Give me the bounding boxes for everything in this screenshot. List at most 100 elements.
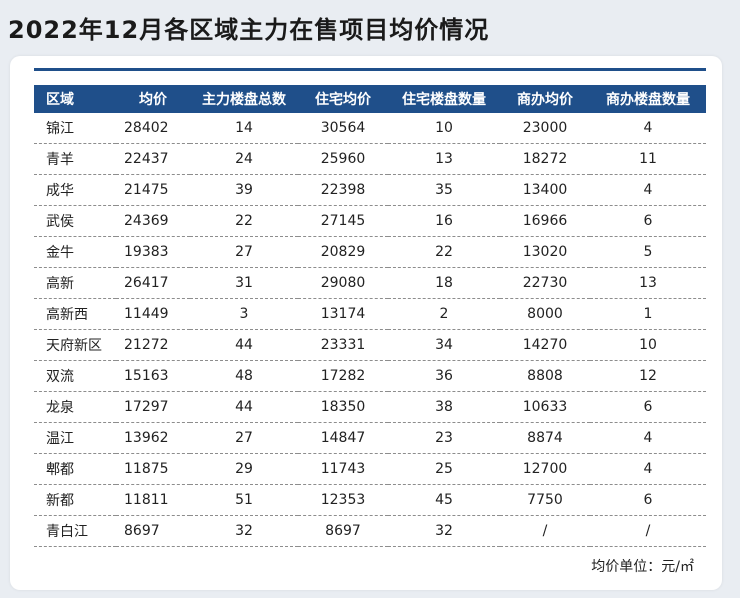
residential-count-cell: 23 xyxy=(388,422,500,454)
total-projects-cell: 3 xyxy=(190,298,298,330)
table-row: 高新 26417 31 29080 18 22730 13 xyxy=(34,267,706,299)
avg-price-cell: 15163 xyxy=(116,360,190,392)
residential-price-cell: 8697 xyxy=(298,515,388,547)
commercial-count-cell: 11 xyxy=(590,143,706,175)
residential-count-cell: 2 xyxy=(388,298,500,330)
total-projects-cell: 39 xyxy=(190,174,298,206)
residential-count-cell: 35 xyxy=(388,174,500,206)
residential-count-cell: 25 xyxy=(388,453,500,485)
residential-count-cell: 10 xyxy=(388,113,500,144)
total-projects-cell: 44 xyxy=(190,329,298,361)
avg-price-cell: 21475 xyxy=(116,174,190,206)
price-table: 区域 均价 主力楼盘总数 住宅均价 住宅楼盘数量 商办均价 商办楼盘数量 锦江 2… xyxy=(34,85,706,547)
residential-price-cell: 23331 xyxy=(298,329,388,361)
total-projects-cell: 48 xyxy=(190,360,298,392)
table-row: 成华 21475 39 22398 35 13400 4 xyxy=(34,174,706,206)
avg-price-cell: 28402 xyxy=(116,113,190,144)
commercial-price-cell: 23000 xyxy=(500,113,590,144)
residential-price-cell: 29080 xyxy=(298,267,388,299)
table-body: 锦江 28402 14 30564 10 23000 4 青羊 22437 24 25960 13 18… xyxy=(34,113,706,547)
region-cell: 青羊 xyxy=(34,143,116,175)
commercial-count-cell: 6 xyxy=(590,391,706,423)
table-row: 温江 13962 27 14847 23 8874 4 xyxy=(34,422,706,454)
table-row: 天府新区 21272 44 23331 34 14270 10 xyxy=(34,329,706,361)
table-row: 金牛 19383 27 20829 22 13020 5 xyxy=(34,236,706,268)
region-cell: 龙泉 xyxy=(34,391,116,423)
residential-price-cell: 12353 xyxy=(298,484,388,516)
total-projects-cell: 24 xyxy=(190,143,298,175)
commercial-price-cell: 12700 xyxy=(500,453,590,485)
region-cell: 双流 xyxy=(34,360,116,392)
column-header-residential-price: 住宅均价 xyxy=(298,85,388,113)
commercial-price-cell: 8874 xyxy=(500,422,590,454)
residential-price-cell: 25960 xyxy=(298,143,388,175)
header-divider xyxy=(34,68,706,71)
region-cell: 锦江 xyxy=(34,113,116,144)
total-projects-cell: 29 xyxy=(190,453,298,485)
unit-note: 均价单位：元/㎡ xyxy=(591,559,694,575)
commercial-count-cell: 12 xyxy=(590,360,706,392)
total-projects-cell: 27 xyxy=(190,236,298,268)
region-cell: 天府新区 xyxy=(34,329,116,361)
avg-price-cell: 21272 xyxy=(116,329,190,361)
commercial-price-cell: 7750 xyxy=(500,484,590,516)
region-cell: 高新西 xyxy=(34,298,116,330)
table-row: 锦江 28402 14 30564 10 23000 4 xyxy=(34,113,706,144)
table-row: 龙泉 17297 44 18350 38 10633 6 xyxy=(34,391,706,423)
avg-price-cell: 11449 xyxy=(116,298,190,330)
region-cell: 郫都 xyxy=(34,453,116,485)
table-row: 高新西 11449 3 13174 2 8000 1 xyxy=(34,298,706,330)
commercial-count-cell: 4 xyxy=(590,422,706,454)
table-row: 武侯 24369 22 27145 16 16966 6 xyxy=(34,205,706,237)
table-row: 郫都 11875 29 11743 25 12700 4 xyxy=(34,453,706,485)
residential-price-cell: 14847 xyxy=(298,422,388,454)
residential-price-cell: 18350 xyxy=(298,391,388,423)
total-projects-cell: 22 xyxy=(190,205,298,237)
table-header-row: 区域 均价 主力楼盘总数 住宅均价 住宅楼盘数量 商办均价 商办楼盘数量 xyxy=(34,85,706,113)
residential-price-cell: 17282 xyxy=(298,360,388,392)
commercial-count-cell: 6 xyxy=(590,484,706,516)
commercial-price-cell: 8808 xyxy=(500,360,590,392)
total-projects-cell: 32 xyxy=(190,515,298,547)
residential-price-cell: 13174 xyxy=(298,298,388,330)
commercial-count-cell: 1 xyxy=(590,298,706,330)
commercial-price-cell: 13400 xyxy=(500,174,590,206)
region-cell: 高新 xyxy=(34,267,116,299)
column-header-commercial-count: 商办楼盘数量 xyxy=(590,85,706,113)
commercial-count-cell: 4 xyxy=(590,113,706,144)
total-projects-cell: 27 xyxy=(190,422,298,454)
total-projects-cell: 31 xyxy=(190,267,298,299)
avg-price-cell: 22437 xyxy=(116,143,190,175)
residential-count-cell: 22 xyxy=(388,236,500,268)
residential-price-cell: 30564 xyxy=(298,113,388,144)
residential-count-cell: 36 xyxy=(388,360,500,392)
residential-price-cell: 20829 xyxy=(298,236,388,268)
avg-price-cell: 24369 xyxy=(116,205,190,237)
residential-count-cell: 45 xyxy=(388,484,500,516)
total-projects-cell: 14 xyxy=(190,113,298,144)
avg-price-cell: 26417 xyxy=(116,267,190,299)
commercial-price-cell: 13020 xyxy=(500,236,590,268)
region-cell: 金牛 xyxy=(34,236,116,268)
table-row: 青羊 22437 24 25960 13 18272 11 xyxy=(34,143,706,175)
region-cell: 温江 xyxy=(34,422,116,454)
region-cell: 青白江 xyxy=(34,515,116,547)
residential-count-cell: 13 xyxy=(388,143,500,175)
residential-count-cell: 34 xyxy=(388,329,500,361)
avg-price-cell: 13962 xyxy=(116,422,190,454)
residential-count-cell: 32 xyxy=(388,515,500,547)
column-header-region: 区域 xyxy=(34,85,116,113)
commercial-price-cell: 14270 xyxy=(500,329,590,361)
avg-price-cell: 8697 xyxy=(116,515,190,547)
commercial-count-cell: 5 xyxy=(590,236,706,268)
commercial-price-cell: 8000 xyxy=(500,298,590,330)
commercial-price-cell: 18272 xyxy=(500,143,590,175)
page-title: 2022年12月各区域主力在售项目均价情况 xyxy=(8,16,490,44)
residential-price-cell: 22398 xyxy=(298,174,388,206)
avg-price-cell: 11811 xyxy=(116,484,190,516)
avg-price-cell: 19383 xyxy=(116,236,190,268)
residential-count-cell: 16 xyxy=(388,205,500,237)
residential-price-cell: 27145 xyxy=(298,205,388,237)
region-cell: 武侯 xyxy=(34,205,116,237)
column-header-total-projects: 主力楼盘总数 xyxy=(190,85,298,113)
